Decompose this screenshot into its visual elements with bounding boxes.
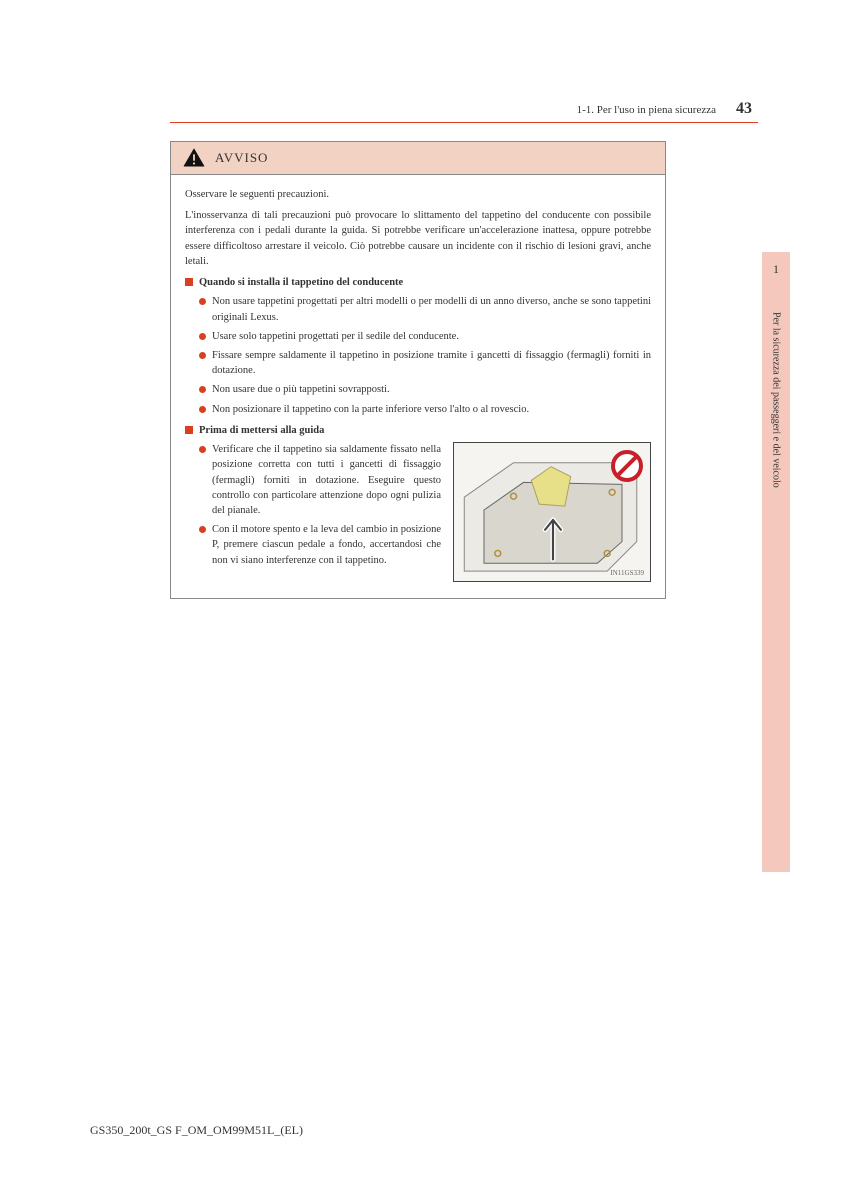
bullet-text: Non usare due o più tappetini sovrappost… — [212, 382, 651, 397]
red-dot-icon — [199, 352, 206, 359]
bullet-text: Non usare tappetini progettati per altri… — [212, 294, 651, 324]
side-tab: 1 Per la sicurezza dei passeggeri e del … — [762, 252, 790, 872]
list-item: Fissare sempre saldamente il tappetino i… — [199, 348, 651, 378]
bullet-text: Non posizionare il tappetino con la part… — [212, 402, 651, 417]
red-dot-icon — [199, 386, 206, 393]
bullet-text: Con il motore spento e la leva del cambi… — [212, 522, 441, 568]
list-item: Non usare tappetini progettati per altri… — [199, 294, 651, 324]
intro-body: L'inosservanza di tali precauzioni può p… — [185, 208, 651, 269]
avviso-title: AVVISO — [215, 150, 268, 166]
avviso-box: AVVISO Osservare le seguenti precauzioni… — [170, 141, 666, 599]
floor-mat-illustration: IN11GS339 — [453, 442, 651, 582]
section-label: 1-1. Per l'uso in piena sicurezza — [577, 104, 716, 116]
red-square-icon — [185, 278, 193, 286]
red-square-icon — [185, 426, 193, 434]
side-tab-text: Per la sicurezza dei passeggeri e del ve… — [771, 312, 782, 488]
warning-triangle-icon — [183, 148, 205, 168]
avviso-body: Osservare le seguenti precauzioni. L'ino… — [171, 175, 665, 598]
bullet-text: Usare solo tappetini progettati per il s… — [212, 329, 651, 344]
footer-code: GS350_200t_GS F_OM_OM99M51L_(EL) — [90, 1123, 303, 1138]
bullet-text: Verificare che il tappetino sia saldamen… — [212, 442, 441, 518]
list-item: Non usare due o più tappetini sovrappost… — [199, 382, 651, 397]
page-number: 43 — [736, 100, 752, 118]
prohibit-icon — [610, 449, 644, 483]
red-dot-icon — [199, 406, 206, 413]
red-dot-icon — [199, 298, 206, 305]
side-tab-number: 1 — [773, 262, 779, 277]
intro-line1: Osservare le seguenti precauzioni. — [185, 187, 651, 202]
bullet-text: Fissare sempre saldamente il tappetino i… — [212, 348, 651, 378]
list-item: Verificare che il tappetino sia saldamen… — [199, 442, 441, 518]
section1-bullets: Non usare tappetini progettati per altri… — [185, 294, 651, 417]
section1-heading-text: Quando si installa il tappetino del cond… — [199, 275, 403, 290]
list-item: Usare solo tappetini progettati per il s… — [199, 329, 651, 344]
red-dot-icon — [199, 526, 206, 533]
section2-bullets: Verificare che il tappetino sia saldamen… — [185, 442, 441, 568]
header-rule — [170, 122, 758, 123]
list-item: Non posizionare il tappetino con la part… — [199, 402, 651, 417]
section1-heading: Quando si installa il tappetino del cond… — [185, 275, 651, 290]
list-item: Con il motore spento e la leva del cambi… — [199, 522, 441, 568]
illustration-label: IN11GS339 — [610, 568, 644, 578]
red-dot-icon — [199, 333, 206, 340]
red-dot-icon — [199, 446, 206, 453]
section2-heading: Prima di mettersi alla guida — [185, 423, 651, 438]
avviso-header: AVVISO — [171, 142, 665, 175]
section2-heading-text: Prima di mettersi alla guida — [199, 423, 324, 438]
